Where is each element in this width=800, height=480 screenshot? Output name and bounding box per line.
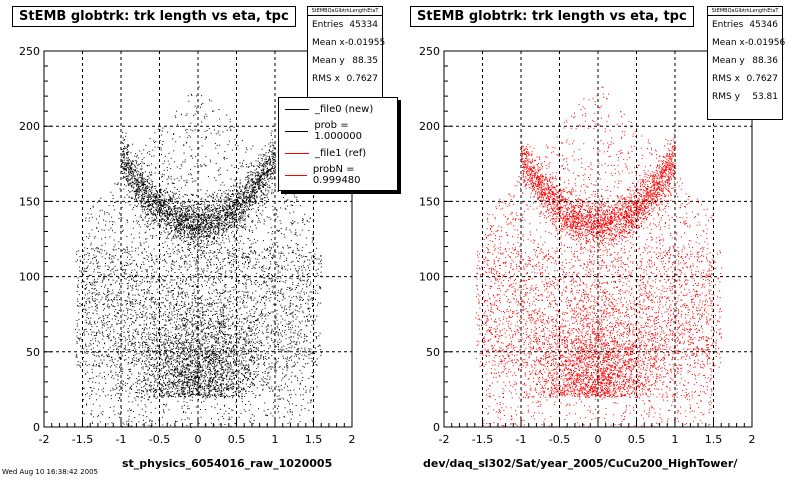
right-stats-meany-label: Mean y: [712, 56, 745, 66]
left-stats-meany: 88.35: [352, 56, 378, 66]
right-stats-rmsy-label: RMS y: [712, 92, 740, 102]
right-stats-entries: 45346: [749, 20, 778, 30]
left-stats-meanx-label: Mean x: [312, 38, 345, 48]
y-tick-label: 0: [433, 421, 440, 434]
y-tick-label: 150: [19, 195, 40, 208]
axes: [443, 50, 753, 428]
legend-item-prob: prob = 1.000000: [279, 120, 397, 142]
y-tick-label: 200: [419, 120, 440, 133]
y-tick-label: 100: [419, 271, 440, 284]
legend-line-file0: [285, 108, 309, 110]
grid: [444, 51, 752, 427]
x-tick-label: -2: [39, 433, 50, 446]
right-stats-rmsy: 53.81: [752, 92, 778, 102]
y-tick-label: 250: [419, 45, 440, 58]
left-stats-meany-label: Mean y: [312, 56, 345, 66]
left-stats-rmsx-label: RMS x: [312, 74, 340, 84]
y-tick-label: 150: [419, 195, 440, 208]
legend-line-prob: [285, 130, 309, 132]
right-scatter-plot: -2 -1.5 -1 -0.5 0 0.5 1 1.5 2 0 50 100 150 200 250: [419, 45, 756, 446]
footer-timestamp: Wed Aug 10 16:38:42 2005: [2, 468, 98, 476]
left-stats-entries: 45334: [349, 20, 378, 30]
left-stats-meanx: -0.01955: [344, 38, 386, 48]
right-stats-meanx-label: Mean x: [712, 38, 745, 48]
x-tick-label: -1: [116, 433, 127, 446]
y-tick-label: 250: [19, 45, 40, 58]
x-tick-label: 1.5: [305, 433, 323, 446]
x-tick-label: 0: [595, 433, 602, 446]
x-tick-label: 2: [749, 433, 756, 446]
left-stats-rmsx: 0.7627: [346, 74, 379, 84]
right-stats-rmsx: 0.7627: [746, 74, 779, 84]
x-tick-label: -1: [516, 433, 527, 446]
y-tick-label: 100: [19, 271, 40, 284]
x-tick-label: 2: [349, 433, 356, 446]
right-stats-meanx: -0.01956: [744, 38, 786, 48]
x-tick-label: -2: [439, 433, 450, 446]
x-tick-label: 1: [672, 433, 679, 446]
legend-label-probn: probN = 0.999480: [312, 164, 361, 186]
x-tick-label: 1: [272, 433, 279, 446]
x-tick-label: 0.5: [628, 433, 646, 446]
right-stats-box: StEMBQaGlbtrkLengthEtaT Entries 45346 Mea…: [707, 6, 786, 120]
left-stats-entries-label: Entries: [312, 20, 344, 30]
x-tick-label: -0.5: [149, 433, 170, 446]
x-tick-label: 0: [195, 433, 202, 446]
axes: [43, 50, 353, 428]
right-x-axis-title: dev/daq_sl302/Sat/year_2005/CuCu200_High…: [423, 457, 738, 470]
left-x-axis-title: st_physics_6054016_raw_1020005: [122, 457, 333, 470]
legend-label-file1: _file1 (ref): [315, 147, 367, 159]
legend-line-probn: [285, 174, 307, 176]
x-tick-label: 1.5: [705, 433, 723, 446]
x-tick-label: -1.5: [472, 433, 493, 446]
left-plot-title: StEMB globtrk: trk length vs eta, tpc: [12, 6, 296, 27]
y-tick-label: 0: [33, 421, 40, 434]
right-plot-title: StEMB globtrk: trk length vs eta, tpc: [410, 6, 694, 27]
right-panel: StEMB globtrk: trk length vs eta, tpc -2…: [400, 0, 800, 480]
legend-item-file0: _file0 (new): [279, 98, 397, 120]
legend-line-file1: [285, 152, 309, 154]
legend-item-probn: probN = 0.999480: [279, 164, 397, 186]
legend-label-file0: _file0 (new): [315, 103, 374, 115]
x-tick-label: 0.5: [228, 433, 246, 446]
legend-label-prob: prob = 1.000000: [314, 120, 363, 142]
legend-item-file1: _file1 (ref): [279, 142, 397, 164]
right-stats-rmsx-label: RMS x: [712, 74, 740, 84]
legend: _file0 (new) prob = 1.000000 _file1 (ref…: [278, 97, 398, 191]
scatter-points: [475, 86, 723, 428]
right-stats-name: StEMBQaGlbtrkLengthEtaT: [708, 7, 782, 16]
left-stats-box: StEMBQaGlbtrkLengthEtaT Entries 45334 Mea…: [307, 6, 386, 100]
x-tick-label: -1.5: [72, 433, 93, 446]
x-tick-label: -0.5: [549, 433, 570, 446]
y-tick-label: 50: [426, 346, 440, 359]
right-stats-meany: 88.36: [752, 56, 778, 66]
y-tick-label: 50: [26, 346, 40, 359]
left-stats-name: StEMBQaGlbtrkLengthEtaT: [308, 7, 382, 16]
left-panel: StEMB globtrk: trk length vs eta, tpc -2…: [2, 6, 398, 476]
y-tick-label: 200: [19, 120, 40, 133]
right-stats-entries-label: Entries: [712, 20, 744, 30]
